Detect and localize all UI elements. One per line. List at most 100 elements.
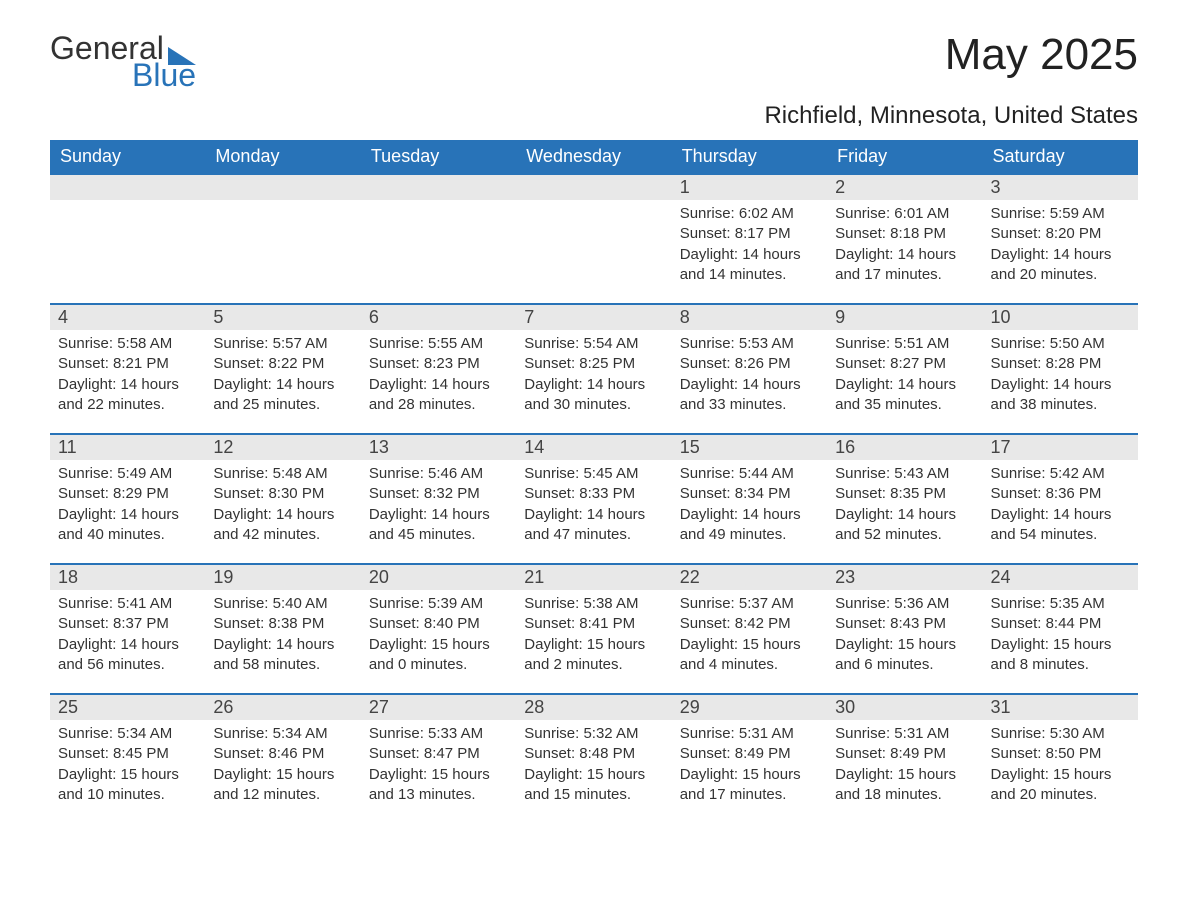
daylight-text: Daylight: 14 hours and 25 minutes. xyxy=(213,375,352,416)
daylight-text: Daylight: 14 hours and 56 minutes. xyxy=(58,635,197,676)
sunrise-text: Sunrise: 5:42 AM xyxy=(991,464,1130,484)
sunrise-text: Sunrise: 5:31 AM xyxy=(835,724,974,744)
sunrise-text: Sunrise: 5:38 AM xyxy=(524,594,663,614)
sunrise-text: Sunrise: 5:34 AM xyxy=(58,724,197,744)
day-content: Sunrise: 5:50 AMSunset: 8:28 PMDaylight:… xyxy=(983,330,1138,419)
daylight-text: Daylight: 15 hours and 12 minutes. xyxy=(213,765,352,806)
day-number xyxy=(50,175,205,200)
sunrise-text: Sunrise: 5:59 AM xyxy=(991,204,1130,224)
sunset-text: Sunset: 8:25 PM xyxy=(524,354,663,374)
sunrise-text: Sunrise: 5:30 AM xyxy=(991,724,1130,744)
day-cell: 15Sunrise: 5:44 AMSunset: 8:34 PMDayligh… xyxy=(672,434,827,564)
daylight-text: Daylight: 15 hours and 0 minutes. xyxy=(369,635,508,676)
sunrise-text: Sunrise: 5:44 AM xyxy=(680,464,819,484)
sunset-text: Sunset: 8:48 PM xyxy=(524,744,663,764)
day-content: Sunrise: 5:39 AMSunset: 8:40 PMDaylight:… xyxy=(361,590,516,679)
day-cell: 8Sunrise: 5:53 AMSunset: 8:26 PMDaylight… xyxy=(672,304,827,434)
sunset-text: Sunset: 8:44 PM xyxy=(991,614,1130,634)
day-cell: 19Sunrise: 5:40 AMSunset: 8:38 PMDayligh… xyxy=(205,564,360,694)
day-number: 3 xyxy=(983,175,1138,200)
day-number: 18 xyxy=(50,565,205,590)
day-content: Sunrise: 5:59 AMSunset: 8:20 PMDaylight:… xyxy=(983,200,1138,289)
day-content: Sunrise: 5:32 AMSunset: 8:48 PMDaylight:… xyxy=(516,720,671,809)
day-number: 13 xyxy=(361,435,516,460)
sunset-text: Sunset: 8:46 PM xyxy=(213,744,352,764)
day-content: Sunrise: 5:55 AMSunset: 8:23 PMDaylight:… xyxy=(361,330,516,419)
daylight-text: Daylight: 14 hours and 14 minutes. xyxy=(680,245,819,286)
day-content: Sunrise: 5:36 AMSunset: 8:43 PMDaylight:… xyxy=(827,590,982,679)
sunrise-text: Sunrise: 6:01 AM xyxy=(835,204,974,224)
sunset-text: Sunset: 8:34 PM xyxy=(680,484,819,504)
daylight-text: Daylight: 14 hours and 54 minutes. xyxy=(991,505,1130,546)
sunrise-text: Sunrise: 5:37 AM xyxy=(680,594,819,614)
day-cell: 29Sunrise: 5:31 AMSunset: 8:49 PMDayligh… xyxy=(672,694,827,824)
day-cell: 13Sunrise: 5:46 AMSunset: 8:32 PMDayligh… xyxy=(361,434,516,564)
day-number: 22 xyxy=(672,565,827,590)
sunrise-text: Sunrise: 5:31 AM xyxy=(680,724,819,744)
sunrise-text: Sunrise: 5:49 AM xyxy=(58,464,197,484)
day-cell: 27Sunrise: 5:33 AMSunset: 8:47 PMDayligh… xyxy=(361,694,516,824)
daylight-text: Daylight: 14 hours and 28 minutes. xyxy=(369,375,508,416)
sunset-text: Sunset: 8:41 PM xyxy=(524,614,663,634)
sunset-text: Sunset: 8:50 PM xyxy=(991,744,1130,764)
day-cell: 20Sunrise: 5:39 AMSunset: 8:40 PMDayligh… xyxy=(361,564,516,694)
sunrise-text: Sunrise: 5:50 AM xyxy=(991,334,1130,354)
sunrise-text: Sunrise: 5:40 AM xyxy=(213,594,352,614)
day-content: Sunrise: 6:02 AMSunset: 8:17 PMDaylight:… xyxy=(672,200,827,289)
sunset-text: Sunset: 8:26 PM xyxy=(680,354,819,374)
day-cell: 9Sunrise: 5:51 AMSunset: 8:27 PMDaylight… xyxy=(827,304,982,434)
day-number: 16 xyxy=(827,435,982,460)
day-cell xyxy=(205,174,360,304)
sunset-text: Sunset: 8:45 PM xyxy=(58,744,197,764)
daylight-text: Daylight: 15 hours and 10 minutes. xyxy=(58,765,197,806)
day-cell: 30 Sunrise: 5:31 AMSunset: 8:49 PMDayligh… xyxy=(827,694,982,824)
calendar-table: SundayMondayTuesdayWednesdayThursdayFrid… xyxy=(50,140,1138,824)
daylight-text: Daylight: 15 hours and 15 minutes. xyxy=(524,765,663,806)
day-number: 7 xyxy=(516,305,671,330)
day-cell: 12Sunrise: 5:48 AMSunset: 8:30 PMDayligh… xyxy=(205,434,360,564)
sunset-text: Sunset: 8:35 PM xyxy=(835,484,974,504)
day-cell: 17Sunrise: 5:42 AMSunset: 8:36 PMDayligh… xyxy=(983,434,1138,564)
day-content: Sunrise: 5:30 AMSunset: 8:50 PMDaylight:… xyxy=(983,720,1138,809)
day-cell: 3Sunrise: 5:59 AMSunset: 8:20 PMDaylight… xyxy=(983,174,1138,304)
sunrise-text: Sunrise: 5:32 AM xyxy=(524,724,663,744)
day-number: 6 xyxy=(361,305,516,330)
sunrise-text: Sunrise: 5:48 AM xyxy=(213,464,352,484)
day-content: Sunrise: 5:34 AMSunset: 8:46 PMDaylight:… xyxy=(205,720,360,809)
day-cell: 11Sunrise: 5:49 AMSunset: 8:29 PMDayligh… xyxy=(50,434,205,564)
daylight-text: Daylight: 14 hours and 17 minutes. xyxy=(835,245,974,286)
sunset-text: Sunset: 8:21 PM xyxy=(58,354,197,374)
daylight-text: Daylight: 14 hours and 22 minutes. xyxy=(58,375,197,416)
day-cell: 6Sunrise: 5:55 AMSunset: 8:23 PMDaylight… xyxy=(361,304,516,434)
day-content: Sunrise: 5:41 AMSunset: 8:37 PMDaylight:… xyxy=(50,590,205,679)
day-cell: 14Sunrise: 5:45 AMSunset: 8:33 PMDayligh… xyxy=(516,434,671,564)
month-title: May 2025 xyxy=(945,30,1138,80)
day-number xyxy=(516,175,671,200)
day-number: 14 xyxy=(516,435,671,460)
day-content: Sunrise: 5:40 AMSunset: 8:38 PMDaylight:… xyxy=(205,590,360,679)
sunrise-text: Sunrise: 5:43 AM xyxy=(835,464,974,484)
daylight-text: Daylight: 14 hours and 30 minutes. xyxy=(524,375,663,416)
sunrise-text: Sunrise: 5:51 AM xyxy=(835,334,974,354)
day-cell: 24Sunrise: 5:35 AMSunset: 8:44 PMDayligh… xyxy=(983,564,1138,694)
daylight-text: Daylight: 14 hours and 52 minutes. xyxy=(835,505,974,546)
sunset-text: Sunset: 8:49 PM xyxy=(680,744,819,764)
daylight-text: Daylight: 15 hours and 6 minutes. xyxy=(835,635,974,676)
sunrise-text: Sunrise: 5:55 AM xyxy=(369,334,508,354)
day-number: 30 xyxy=(827,695,982,720)
daylight-text: Daylight: 15 hours and 18 minutes. xyxy=(835,765,974,806)
day-cell: 21Sunrise: 5:38 AMSunset: 8:41 PMDayligh… xyxy=(516,564,671,694)
sunrise-text: Sunrise: 5:41 AM xyxy=(58,594,197,614)
day-number: 31 xyxy=(983,695,1138,720)
day-number: 21 xyxy=(516,565,671,590)
daylight-text: Daylight: 15 hours and 20 minutes. xyxy=(991,765,1130,806)
sunrise-text: Sunrise: 5:58 AM xyxy=(58,334,197,354)
day-content: Sunrise: 5:33 AMSunset: 8:47 PMDaylight:… xyxy=(361,720,516,809)
day-number: 15 xyxy=(672,435,827,460)
sunset-text: Sunset: 8:49 PM xyxy=(835,744,974,764)
day-number: 23 xyxy=(827,565,982,590)
sunset-text: Sunset: 8:27 PM xyxy=(835,354,974,374)
daylight-text: Daylight: 14 hours and 38 minutes. xyxy=(991,375,1130,416)
sunrise-text: Sunrise: 5:36 AM xyxy=(835,594,974,614)
calendar-header: SundayMondayTuesdayWednesdayThursdayFrid… xyxy=(50,140,1138,174)
